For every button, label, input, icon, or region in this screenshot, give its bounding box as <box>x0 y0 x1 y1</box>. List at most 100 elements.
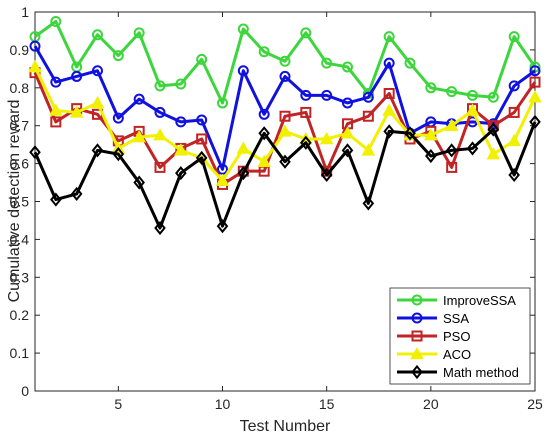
legend-marker <box>410 346 424 360</box>
x-axis: 5 10 15 20 25 <box>114 12 543 412</box>
series-line <box>34 19 537 105</box>
data-point <box>50 15 62 27</box>
data-point <box>425 148 437 164</box>
data-point <box>342 97 353 109</box>
data-point <box>29 40 41 52</box>
data-point <box>404 57 416 69</box>
data-point <box>383 31 395 43</box>
data-point <box>446 161 458 173</box>
data-point <box>446 86 458 98</box>
data-point <box>91 143 104 158</box>
y-tick-label: 0.4 <box>10 231 30 247</box>
data-point <box>279 154 291 169</box>
data-point <box>320 167 333 183</box>
data-point <box>467 89 478 101</box>
data-point <box>528 90 542 103</box>
data-point <box>279 70 291 82</box>
y-tick-label: 0 <box>21 383 29 399</box>
data-point <box>28 59 42 73</box>
data-point <box>196 53 208 65</box>
data-point <box>154 80 166 92</box>
y-tick-label: 0.5 <box>10 194 30 210</box>
data-point <box>132 130 146 143</box>
data-point <box>196 133 208 145</box>
x-tick-label: 5 <box>114 396 122 412</box>
x-tick-label: 10 <box>215 396 231 412</box>
data-point <box>341 143 354 158</box>
series-layer <box>28 15 542 236</box>
data-point <box>154 161 166 173</box>
data-point <box>342 61 353 73</box>
data-point <box>50 192 62 207</box>
legend-label: ImproveSSA <box>443 293 516 308</box>
data-point <box>300 135 312 150</box>
data-point <box>487 91 499 103</box>
series-line <box>33 72 537 186</box>
data-point <box>319 131 334 145</box>
data-point <box>237 165 250 181</box>
data-point <box>321 57 333 69</box>
y-tick-label: 0.1 <box>10 345 30 361</box>
x-tick-label: 20 <box>423 396 439 412</box>
data-point <box>508 106 520 118</box>
data-point <box>133 175 145 190</box>
series-math-method <box>29 114 541 236</box>
data-point <box>508 31 520 43</box>
y-tick-label: 0.6 <box>10 156 30 172</box>
data-point <box>236 141 251 154</box>
data-point <box>383 124 395 139</box>
data-point <box>383 87 395 99</box>
series-improvessa <box>29 15 541 109</box>
data-point <box>424 128 438 141</box>
data-point <box>300 106 312 118</box>
data-point <box>300 89 312 101</box>
data-point <box>69 105 84 118</box>
data-point <box>29 145 41 160</box>
legend-label: Math method <box>443 365 519 380</box>
legend-marker <box>411 330 423 342</box>
y-tick-label: 0.7 <box>10 118 30 134</box>
legend-label: SSA <box>443 311 469 326</box>
data-point <box>529 76 541 88</box>
data-point <box>71 70 83 82</box>
legend-marker <box>411 294 423 306</box>
data-point <box>300 27 312 39</box>
y-tick-label: 0.8 <box>10 80 30 96</box>
data-point <box>382 103 396 116</box>
data-point <box>258 46 270 58</box>
y-tick-label: 0.9 <box>10 42 30 58</box>
legend-label: ACO <box>443 347 471 362</box>
data-point <box>174 143 188 156</box>
data-point <box>487 122 500 137</box>
data-point <box>133 93 145 105</box>
series-line <box>33 121 537 230</box>
data-point <box>362 110 374 122</box>
data-point <box>237 65 249 77</box>
y-tick-label: 0.2 <box>10 307 30 323</box>
data-point <box>175 116 187 128</box>
data-point <box>529 65 541 77</box>
data-point <box>196 114 208 126</box>
data-point <box>70 186 83 201</box>
data-point <box>362 91 374 103</box>
data-point <box>445 143 458 158</box>
data-point <box>258 126 270 141</box>
data-point <box>217 97 228 109</box>
data-point <box>507 133 521 147</box>
data-point <box>279 55 291 67</box>
data-point <box>175 165 187 181</box>
data-point <box>508 167 520 183</box>
data-point <box>112 112 124 124</box>
data-point <box>466 141 479 156</box>
data-point <box>258 108 270 120</box>
data-point <box>112 147 125 162</box>
x-axis-title: Test Number <box>240 418 331 435</box>
data-point <box>49 103 63 116</box>
data-point <box>153 128 167 141</box>
data-point <box>237 23 249 35</box>
legend-marker <box>411 312 423 324</box>
data-point <box>404 126 416 141</box>
data-point <box>50 76 62 88</box>
data-point <box>425 82 437 94</box>
data-point <box>92 29 103 41</box>
